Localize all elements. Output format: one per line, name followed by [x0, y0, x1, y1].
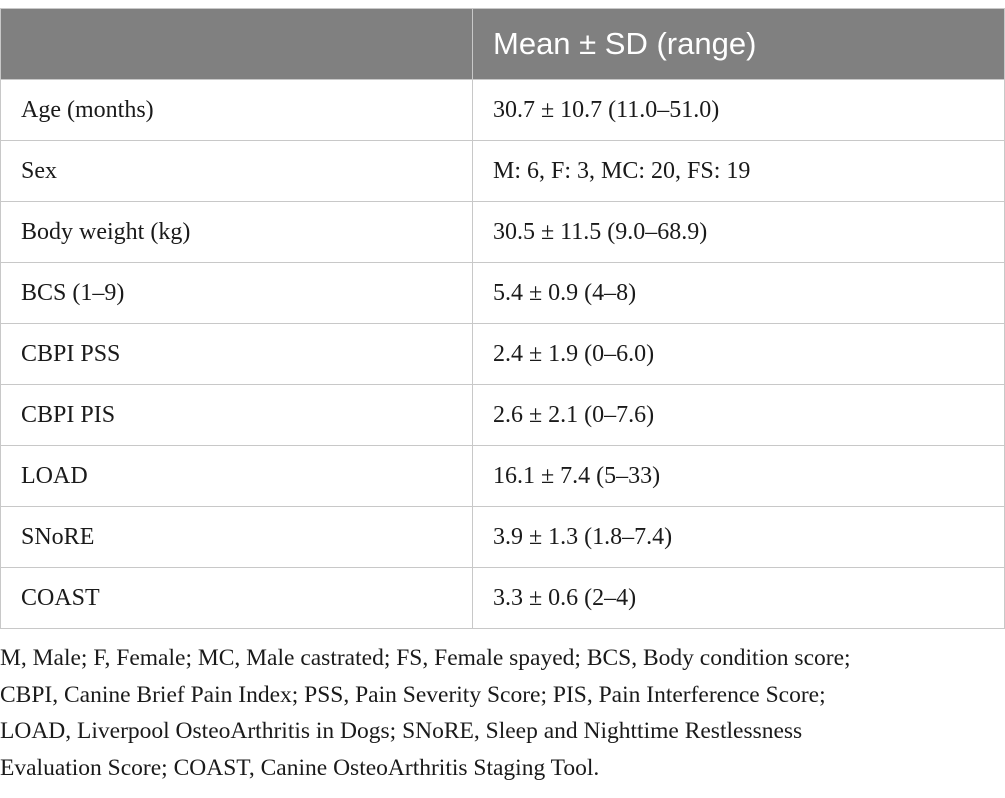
table-row: CBPI PSS 2.4 ± 1.9 (0–6.0) [0, 323, 1005, 385]
value-cell: 2.4 ± 1.9 (0–6.0) [472, 323, 1005, 385]
header-row: Mean ± SD (range) [0, 8, 1005, 80]
value-cell: 30.5 ± 11.5 (9.0–68.9) [472, 201, 1005, 263]
row-label: CBPI PIS [0, 384, 473, 446]
footnote-line: Evaluation Score; COAST, Canine OsteoArt… [0, 754, 600, 781]
value-cell: 5.4 ± 0.9 (4–8) [472, 262, 1005, 324]
row-label: Sex [0, 140, 473, 202]
value-cell: M: 6, F: 3, MC: 20, FS: 19 [472, 140, 1005, 202]
header-cell [0, 8, 473, 80]
row-label: Body weight (kg) [0, 201, 473, 263]
data-table: Mean ± SD (range) Age (months) 30.7 ± 10.… [0, 8, 1005, 629]
footnote-line: LOAD, Liverpool OsteoArthritis in Dogs; … [0, 718, 803, 744]
table-row: Body weight (kg) 30.5 ± 11.5 (9.0–68.9) [0, 201, 1005, 263]
value-cell: 3.9 ± 1.3 (1.8–7.4) [472, 506, 1005, 568]
value-cell: 3.3 ± 0.6 (2–4) [472, 567, 1005, 629]
row-label: SNoRE [0, 506, 473, 568]
footnote-line: M, Male; F, Female; MC, Male castrated; … [0, 645, 851, 671]
table-row: Sex M: 6, F: 3, MC: 20, FS: 19 [0, 140, 1005, 202]
footnote: M, Male; F, Female; MC, Male castrated; … [0, 640, 1005, 786]
row-label: CBPI PSS [0, 323, 473, 385]
row-label: LOAD [0, 445, 473, 507]
value-cell: 30.7 ± 10.7 (11.0–51.0) [472, 79, 1005, 141]
row-label: BCS (1–9) [0, 262, 473, 324]
table-row: LOAD 16.1 ± 7.4 (5–33) [0, 445, 1005, 507]
footnote-line: CBPI, Canine Brief Pain Index; PSS, Pain… [0, 681, 826, 708]
value-cell: 2.6 ± 2.1 (0–7.6) [472, 384, 1005, 446]
table-row: SNoRE 3.9 ± 1.3 (1.8–7.4) [0, 506, 1005, 568]
table-row: Age (months) 30.7 ± 10.7 (11.0–51.0) [0, 79, 1005, 141]
row-label: COAST [0, 567, 473, 629]
table-row: CBPI PIS 2.6 ± 2.1 (0–7.6) [0, 384, 1005, 446]
table-row: BCS (1–9) 5.4 ± 0.9 (4–8) [0, 262, 1005, 324]
table-row: COAST 3.3 ± 0.6 (2–4) [0, 567, 1005, 629]
header-cell: Mean ± SD (range) [472, 8, 1005, 80]
row-label: Age (months) [0, 79, 473, 141]
value-cell: 16.1 ± 7.4 (5–33) [472, 445, 1005, 507]
